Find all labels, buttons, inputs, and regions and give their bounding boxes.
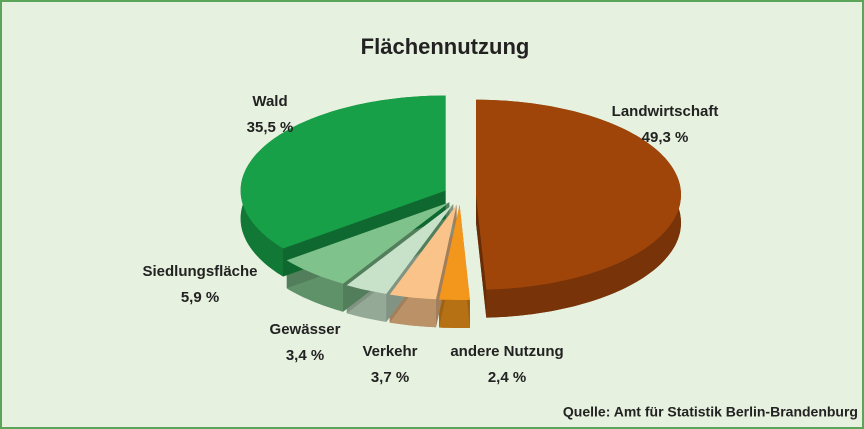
value-label: 5,9 %	[181, 289, 219, 306]
chart-title: Flächennutzung	[361, 34, 530, 59]
slice-label: Gewässer	[270, 321, 341, 338]
source-note: Quelle: Amt für Statistik Berlin-Branden…	[563, 404, 858, 420]
value-label: 3,4 %	[286, 347, 324, 364]
slice-label: Siedlungsfläche	[142, 263, 257, 280]
slice	[346, 204, 454, 294]
slice-side	[439, 299, 470, 328]
slice-side	[476, 194, 487, 318]
slice	[476, 99, 681, 290]
slice	[240, 95, 446, 249]
slice-label: Landwirtschaft	[612, 103, 719, 120]
slice-label: Verkehr	[362, 343, 417, 360]
value-label: 2,4 %	[488, 369, 526, 386]
value-label: 35,5 %	[247, 119, 294, 136]
slice	[389, 204, 457, 300]
slice-label: andere Nutzung	[450, 343, 563, 360]
slice	[286, 202, 450, 284]
slice	[439, 205, 470, 300]
value-label: 3,7 %	[371, 369, 409, 386]
value-label: 49,3 %	[642, 129, 689, 146]
slice-label: Wald	[252, 93, 287, 110]
